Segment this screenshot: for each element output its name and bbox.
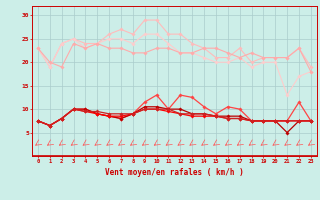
X-axis label: Vent moyen/en rafales ( km/h ): Vent moyen/en rafales ( km/h ) — [105, 168, 244, 177]
